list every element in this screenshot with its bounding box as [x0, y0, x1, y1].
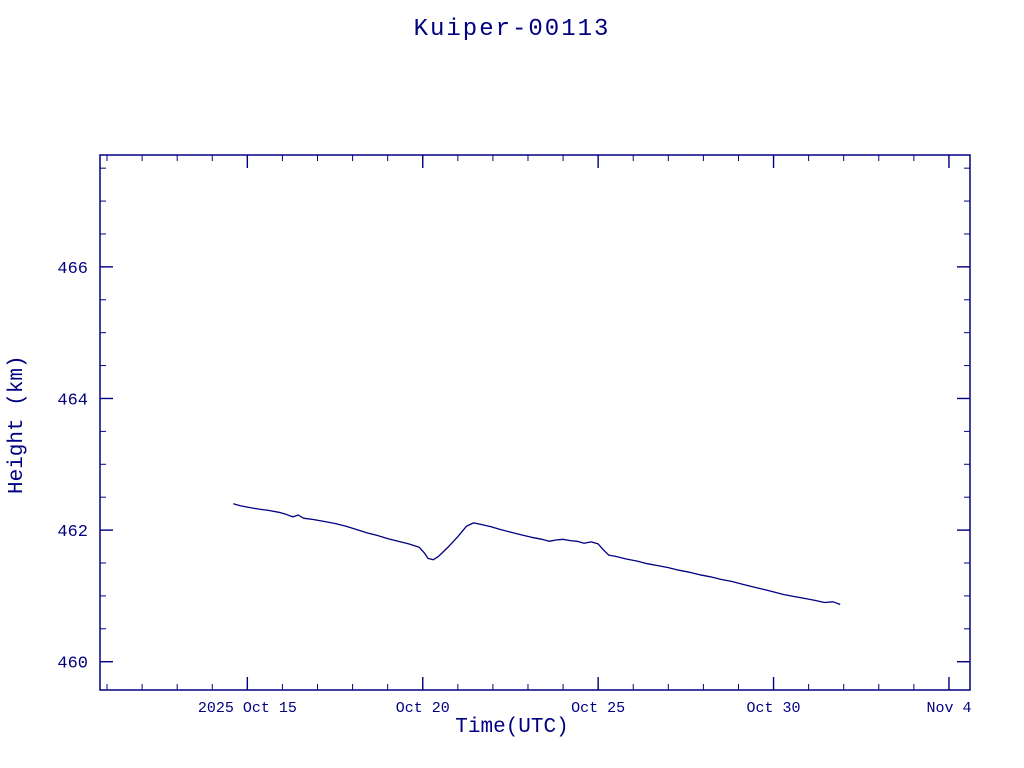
y-tick-label: 462 [57, 523, 88, 542]
x-tick-label: Oct 30 [747, 700, 801, 717]
x-tick-label: Nov 4 [926, 700, 971, 717]
x-tick-label: Oct 20 [396, 700, 450, 717]
chart-title: Kuiper-00113 [413, 16, 611, 43]
y-tick-label: 466 [57, 260, 88, 279]
x-tick-label: Oct 25 [571, 700, 625, 717]
x-axis-label: Time(UTC) [455, 716, 569, 739]
series-orbit-height [233, 503, 841, 606]
y-tick-label: 464 [57, 391, 88, 410]
x-tick-label: 2025 Oct 15 [198, 700, 297, 717]
y-tick-label: 460 [57, 655, 88, 674]
plot-frame [99, 154, 971, 691]
